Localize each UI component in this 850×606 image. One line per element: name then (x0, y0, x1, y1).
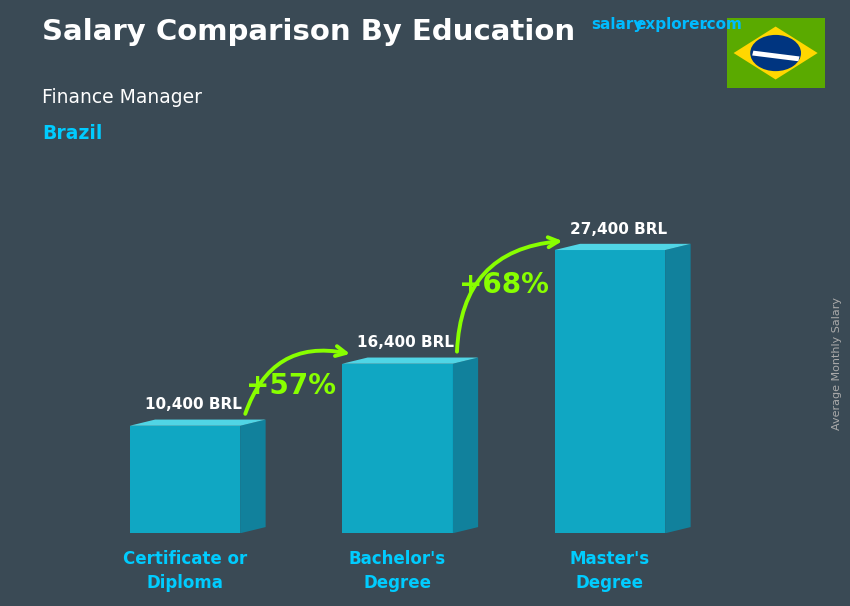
Text: explorer: explorer (636, 17, 708, 32)
Polygon shape (240, 419, 265, 533)
Polygon shape (554, 244, 690, 250)
Text: .com: .com (701, 17, 742, 32)
Polygon shape (452, 358, 478, 533)
Text: +68%: +68% (459, 271, 548, 299)
Polygon shape (734, 27, 818, 79)
Bar (554, 250, 665, 533)
Text: 16,400 BRL: 16,400 BRL (357, 335, 455, 350)
Text: salary: salary (591, 17, 643, 32)
Bar (342, 364, 452, 533)
Bar (752, 51, 800, 61)
Text: Salary Comparison By Education: Salary Comparison By Education (42, 18, 575, 46)
Text: 27,400 BRL: 27,400 BRL (570, 222, 667, 236)
Circle shape (751, 35, 801, 71)
Polygon shape (665, 244, 690, 533)
Polygon shape (342, 358, 478, 364)
Text: +57%: +57% (246, 373, 336, 401)
Polygon shape (129, 419, 265, 426)
Text: Finance Manager: Finance Manager (42, 88, 202, 107)
Text: Brazil: Brazil (42, 124, 103, 143)
Text: Average Monthly Salary: Average Monthly Salary (832, 297, 842, 430)
Bar (129, 426, 240, 533)
Text: 10,400 BRL: 10,400 BRL (145, 398, 241, 412)
